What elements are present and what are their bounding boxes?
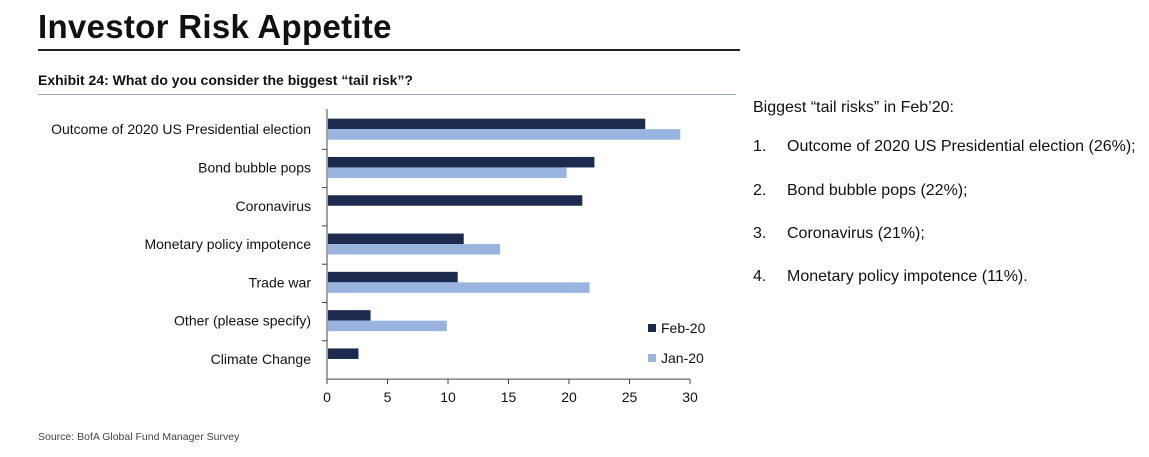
list-item: 2. Bond bubble pops (22%); xyxy=(753,180,1138,202)
x-tick-label: 0 xyxy=(323,389,331,405)
category-label: Coronavirus xyxy=(236,198,311,214)
bar-feb-20 xyxy=(328,118,646,130)
category-label: Climate Change xyxy=(211,351,312,367)
list-item: 1. Outcome of 2020 US Presidential elect… xyxy=(753,136,1138,158)
title-divider xyxy=(38,49,740,51)
list-number: 4. xyxy=(753,268,767,285)
bar-jan-20 xyxy=(328,282,590,293)
category-label: Other (please specify) xyxy=(174,313,311,329)
x-tick-label: 20 xyxy=(561,389,577,405)
source-note: Source: BofA Global Fund Manager Survey xyxy=(38,431,240,443)
bar-jan-20 xyxy=(328,244,501,255)
list-text: Bond bubble pops (22%); xyxy=(787,182,968,199)
tail-risk-list: 1. Outcome of 2020 US Presidential elect… xyxy=(753,136,1138,288)
bar-feb-20 xyxy=(328,233,464,245)
x-tick-label: 10 xyxy=(440,389,456,405)
list-number: 2. xyxy=(753,182,767,199)
bar-jan-20 xyxy=(328,320,447,332)
category-label: Bond bubble pops xyxy=(198,159,311,175)
side-panel-title: Biggest “tail risks” in Feb’20: xyxy=(753,99,954,116)
list-text: Coronavirus (21%); xyxy=(787,225,925,242)
category-label: Outcome of 2020 US Presidential election xyxy=(51,121,311,137)
list-item: 3. Coronavirus (21%); xyxy=(753,223,1138,245)
bar-feb-20 xyxy=(328,195,583,206)
bar-feb-20 xyxy=(328,156,595,168)
category-label: Trade war xyxy=(248,274,311,290)
x-tick-label: 5 xyxy=(384,389,392,405)
category-label: Monetary policy impotence xyxy=(144,236,311,252)
x-tick-label: 25 xyxy=(622,389,638,405)
list-number: 1. xyxy=(753,138,767,155)
bar-feb-20 xyxy=(328,348,359,359)
legend-label: Jan-20 xyxy=(661,350,704,366)
x-tick-label: 30 xyxy=(682,389,698,405)
list-item: 4. Monetary policy impotence (11%). xyxy=(753,266,1138,288)
exhibit-divider xyxy=(38,94,736,95)
page-title: Investor Risk Appetite xyxy=(38,8,392,45)
list-text: Outcome of 2020 US Presidential election… xyxy=(787,138,1136,155)
legend-swatch xyxy=(648,354,656,362)
bar-jan-20 xyxy=(328,167,567,178)
list-number: 3. xyxy=(753,225,767,242)
tail-risk-bar-chart: 0 5 10 15 20 25 30 Outcome of 2020 US President… xyxy=(51,109,706,405)
bar-feb-20 xyxy=(328,271,458,283)
bar-jan-20 xyxy=(328,129,681,140)
legend-label: Feb-20 xyxy=(661,320,706,336)
legend-swatch xyxy=(648,324,656,332)
exhibit-title: Exhibit 24: What do you consider the big… xyxy=(38,72,413,88)
x-tick-label: 15 xyxy=(501,389,517,405)
list-text: Monetary policy impotence (11%). xyxy=(787,268,1028,285)
bar-feb-20 xyxy=(328,310,371,321)
